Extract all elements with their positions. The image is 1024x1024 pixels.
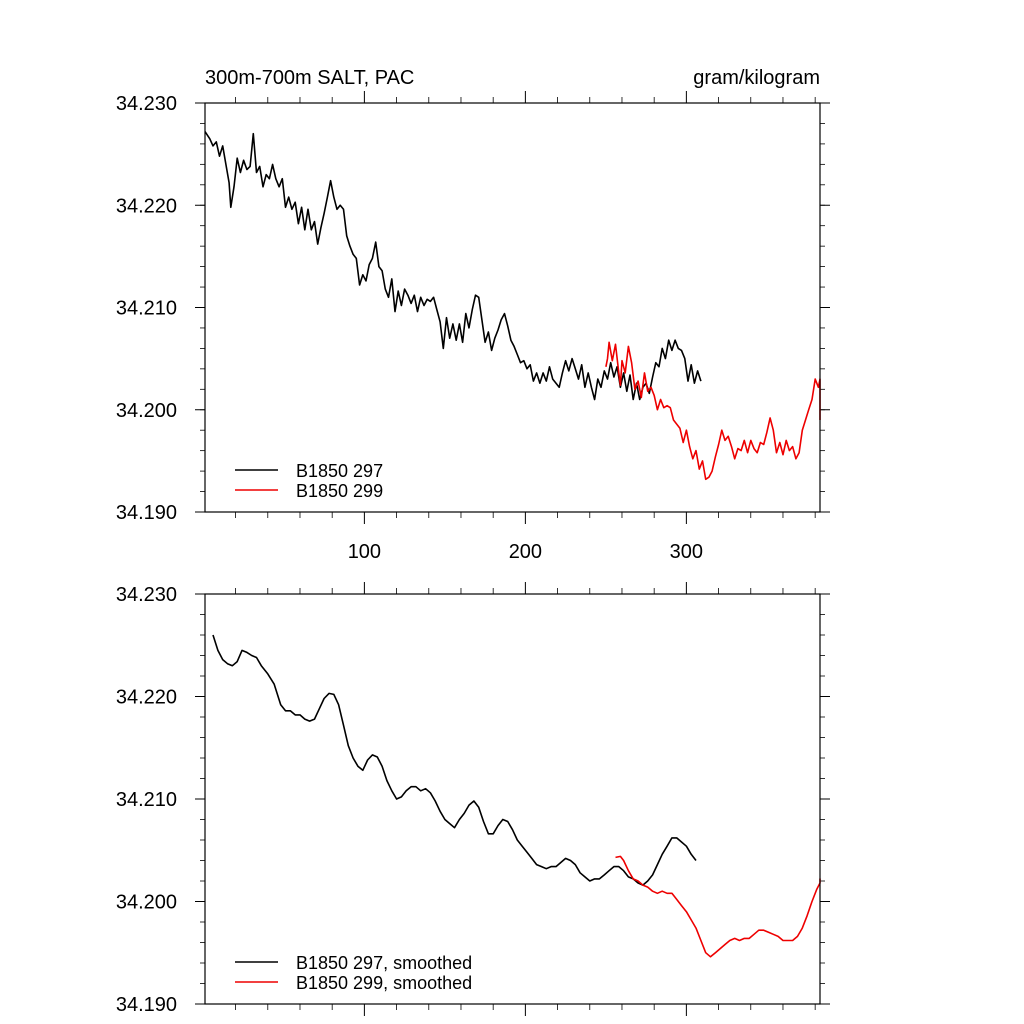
x-tick-label: 300 bbox=[670, 541, 703, 563]
axis-ticks bbox=[195, 582, 830, 1016]
panel-raw: 300m-700m SALT, PAC gram/kilogram 34.190… bbox=[116, 67, 830, 563]
legend-label: B1850 299 bbox=[296, 481, 383, 501]
y-tick-label: 34.220 bbox=[116, 687, 177, 709]
y-tick-label: 34.200 bbox=[116, 892, 177, 914]
y-tick-label: 34.210 bbox=[116, 298, 177, 320]
x-tick-label: 100 bbox=[348, 541, 381, 563]
series-layer bbox=[212, 634, 821, 958]
y-tick-label: 34.220 bbox=[116, 195, 177, 217]
panel-smoothed: 34.190 34.200 34.210 34.220 34.230 B1850 297… bbox=[116, 582, 830, 1016]
plot-frame bbox=[204, 102, 821, 513]
chart-units-label: gram/kilogram bbox=[693, 67, 820, 89]
series-line bbox=[605, 341, 821, 481]
y-tick-label: 34.190 bbox=[116, 502, 177, 524]
x-tick-labels: 100 200 300 bbox=[348, 541, 703, 563]
y-tick-label: 34.210 bbox=[116, 789, 177, 811]
y-tick-label: 34.200 bbox=[116, 400, 177, 422]
y-tick-label: 34.190 bbox=[116, 994, 177, 1016]
series-layer bbox=[204, 131, 821, 481]
y-tick-label: 34.230 bbox=[116, 584, 177, 606]
series-line bbox=[615, 855, 821, 958]
legend-label: B1850 297 bbox=[296, 461, 383, 481]
chart-title-left: 300m-700m SALT, PAC bbox=[205, 67, 414, 89]
plot-frame bbox=[204, 593, 821, 1005]
axis-ticks bbox=[195, 91, 830, 524]
legend-label: B1850 299, smoothed bbox=[296, 973, 472, 993]
y-tick-label: 34.230 bbox=[116, 93, 177, 115]
y-tick-labels: 34.190 34.200 34.210 34.220 34.230 bbox=[116, 93, 177, 524]
x-tick-label: 200 bbox=[509, 541, 542, 563]
y-tick-labels: 34.190 34.200 34.210 34.220 34.230 bbox=[116, 584, 177, 1016]
series-line bbox=[212, 634, 697, 886]
legend-label: B1850 297, smoothed bbox=[296, 953, 472, 973]
